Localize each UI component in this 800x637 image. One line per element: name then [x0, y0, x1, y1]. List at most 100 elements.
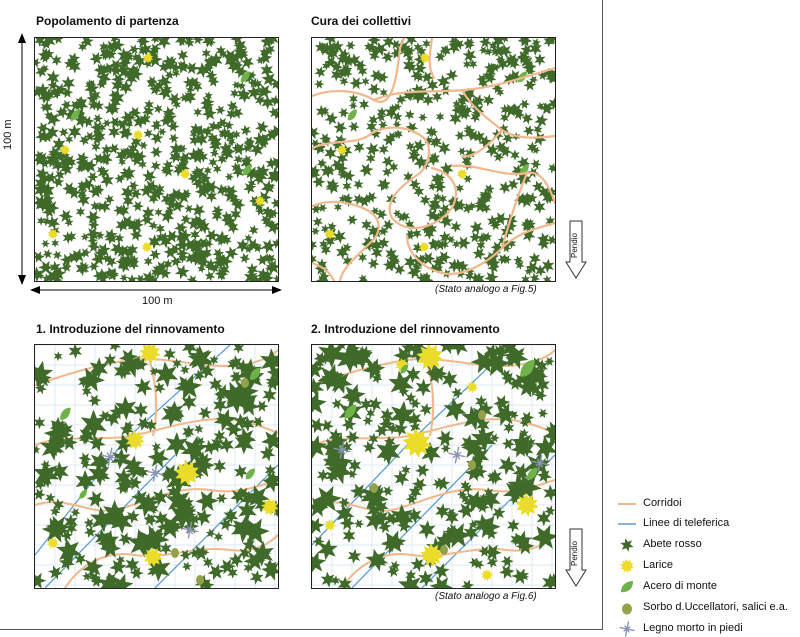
- spruce-tree: [104, 48, 117, 61]
- spruce-tree: [333, 121, 348, 135]
- spruce-tree: [232, 129, 241, 140]
- spruce-tree: [521, 274, 530, 281]
- spruce-tree: [376, 71, 389, 83]
- spruce-tree: [367, 38, 381, 46]
- spruce-tree: [204, 229, 219, 242]
- spruce-tree: [120, 127, 133, 140]
- larch-tree: [418, 241, 430, 253]
- spruce-tree: [217, 153, 228, 165]
- panel-title-collective-care: Cura dei collettivi: [311, 14, 412, 28]
- spruce-tree: [181, 427, 194, 439]
- spruce-tree: [189, 134, 201, 147]
- spruce-tree: [457, 101, 468, 114]
- spruce-tree: [192, 124, 207, 139]
- spruce-tree: [258, 133, 272, 146]
- spruce-tree: [79, 134, 90, 146]
- spruce-tree: [344, 197, 354, 208]
- spruce-tree: [204, 270, 216, 281]
- spruce-tree: [39, 158, 51, 169]
- spruce-tree: [215, 105, 226, 116]
- spruce-tree: [123, 455, 143, 476]
- spruce-tree: [501, 243, 512, 253]
- spruce-tree: [468, 59, 478, 69]
- spruce-tree: [174, 373, 203, 400]
- spruce-tree: [194, 216, 208, 230]
- spruce-tree: [397, 572, 421, 588]
- spruce-tree: [534, 53, 546, 67]
- spruce-tree: [180, 213, 192, 225]
- spruce-tree: [194, 508, 212, 527]
- spruce-tree: [157, 127, 167, 136]
- spruce-tree: [332, 229, 347, 244]
- spruce-tree: [382, 134, 396, 146]
- spruce-tree: [392, 120, 402, 129]
- spruce-tree: [186, 274, 198, 281]
- spruce-tree: [535, 359, 548, 373]
- spruce-tree: [265, 181, 275, 192]
- spruce-tree: [55, 151, 65, 162]
- spruce-tree: [118, 157, 127, 167]
- spruce-tree: [345, 345, 361, 356]
- spruce-tree: [83, 517, 96, 529]
- spruce-tree: [92, 99, 105, 112]
- spruce-tree: [139, 183, 155, 198]
- spruce-tree: [181, 345, 198, 356]
- spruce-tree: [535, 366, 546, 378]
- spruce-tree: [151, 441, 162, 452]
- spruce-tree: [161, 110, 177, 126]
- corridor-line-icon: [618, 503, 636, 505]
- spruce-tree: [172, 358, 183, 369]
- spruce-tree: [130, 135, 143, 148]
- spruce-tree: [127, 180, 139, 191]
- spruce-tree: [433, 563, 450, 580]
- spruce-tree: [165, 400, 184, 422]
- spruce-tree: [422, 93, 434, 107]
- spruce-tree: [473, 559, 485, 570]
- spruce-tree: [43, 421, 73, 447]
- maple-tree: [60, 407, 71, 420]
- spruce-tree: [454, 130, 466, 141]
- spruce-tree: [428, 181, 437, 192]
- spruce-tree: [129, 187, 143, 200]
- larch-tree: [142, 52, 154, 64]
- spruce-tree: [120, 185, 135, 200]
- spruce-tree: [436, 251, 451, 264]
- spruce-tree: [153, 510, 169, 527]
- spruce-tree: [78, 452, 92, 465]
- spruce-tree: [103, 101, 118, 116]
- spruce-tree: [221, 381, 248, 407]
- spruce-tree: [113, 204, 126, 216]
- spruce-tree: [68, 345, 83, 359]
- spruce-tree: [508, 377, 523, 391]
- spruce-tree: [47, 152, 61, 168]
- spruce-tree: [64, 217, 74, 228]
- spruce-tree: [47, 149, 58, 159]
- spruce-tree: [346, 214, 358, 226]
- spruce-tree: [544, 356, 555, 367]
- spruce-tree: [460, 109, 471, 120]
- spruce-tree: [195, 490, 219, 512]
- spruce-tree: [175, 239, 189, 252]
- spruce-tree: [469, 97, 481, 109]
- spruce-tree: [339, 66, 348, 76]
- spruce-tree: [531, 180, 545, 193]
- spruce-tree: [75, 151, 89, 165]
- spruce-tree: [532, 131, 547, 146]
- spruce-tree: [261, 38, 275, 49]
- spruce-tree: [476, 74, 488, 84]
- spruce-tree: [147, 447, 170, 468]
- spruce-tree: [358, 98, 370, 111]
- spruce-tree: [237, 500, 257, 522]
- spruce-tree: [110, 447, 131, 470]
- spruce-tree: [537, 232, 551, 246]
- panel-title-regeneration-1: 1. Introduzione del rinnovamento: [36, 322, 225, 336]
- panel-collective-care: [311, 37, 556, 282]
- spruce-tree: [176, 161, 186, 171]
- spruce-tree: [162, 60, 174, 71]
- spruce-tree: [219, 49, 228, 59]
- spruce-tree: [321, 438, 342, 457]
- spruce-tree: [393, 263, 406, 276]
- deadwood-icon: [619, 621, 635, 637]
- spruce-tree: [68, 59, 81, 74]
- spruce-tree: [90, 506, 115, 533]
